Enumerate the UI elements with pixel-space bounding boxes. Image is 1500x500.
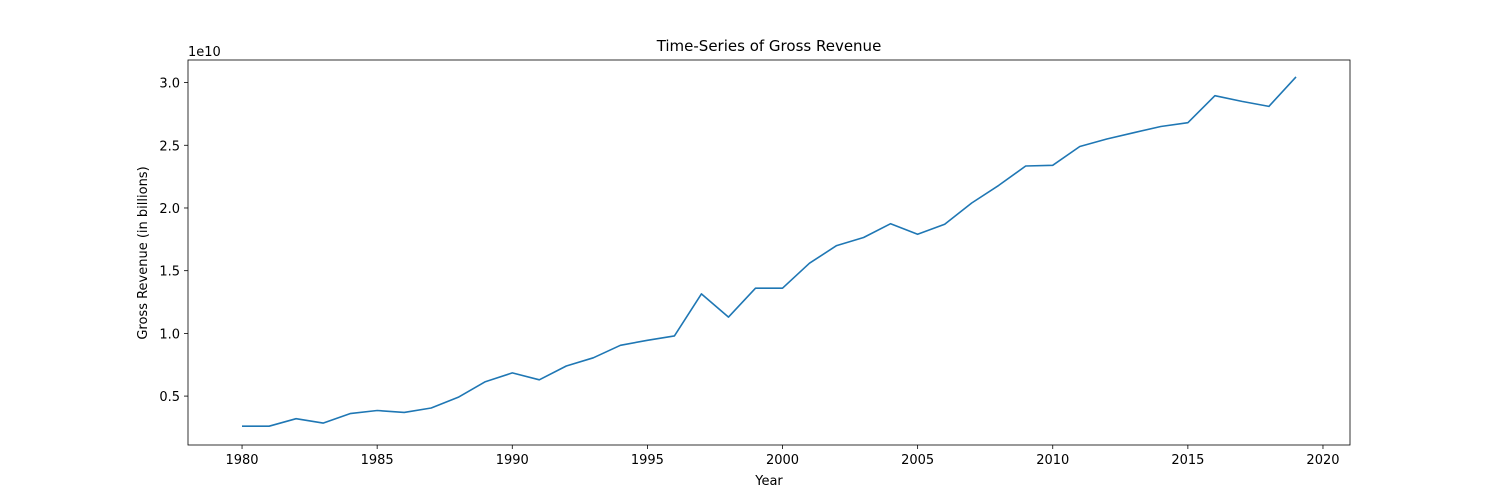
- x-axis-ticks: 1980 1985 1990 1995 2000 2005 2010 2015 2020: [225, 445, 1340, 468]
- chart-title: Time-Series of Gross Revenue: [656, 37, 882, 55]
- y-axis-ticks: 0.5 1.0 1.5 2.0 2.5 3.0: [159, 77, 188, 405]
- y-tick-label-2.0: 2.0: [159, 202, 180, 217]
- series-layer: [242, 76, 1297, 428]
- x-tick-label-2015: 2015: [1171, 453, 1204, 468]
- plot-area-frame: [187, 59, 1351, 446]
- x-tick-label-1990: 1990: [496, 453, 529, 468]
- x-axis-label: Year: [754, 474, 783, 489]
- x-tick-label-2005: 2005: [901, 453, 934, 468]
- x-tick-label-2010: 2010: [1036, 453, 1069, 468]
- y-tick-label-1.5: 1.5: [159, 265, 180, 280]
- y-axis-label: Gross Revenue (in billions): [136, 166, 151, 339]
- x-tick-label-2000: 2000: [766, 453, 799, 468]
- x-tick-label-1985: 1985: [361, 453, 394, 468]
- x-tick-label-1980: 1980: [225, 453, 258, 468]
- y-tick-label-2.5: 2.5: [159, 139, 180, 154]
- y-tick-label-1.0: 1.0: [159, 327, 180, 342]
- y-tick-label-3.0: 3.0: [159, 77, 180, 92]
- y-axis-offset-label: 1e10: [188, 45, 221, 60]
- x-tick-label-1995: 1995: [631, 453, 664, 468]
- series-line-0: [242, 76, 1297, 428]
- y-tick-label-0.5: 0.5: [159, 390, 180, 405]
- x-tick-label-2020: 2020: [1306, 453, 1339, 468]
